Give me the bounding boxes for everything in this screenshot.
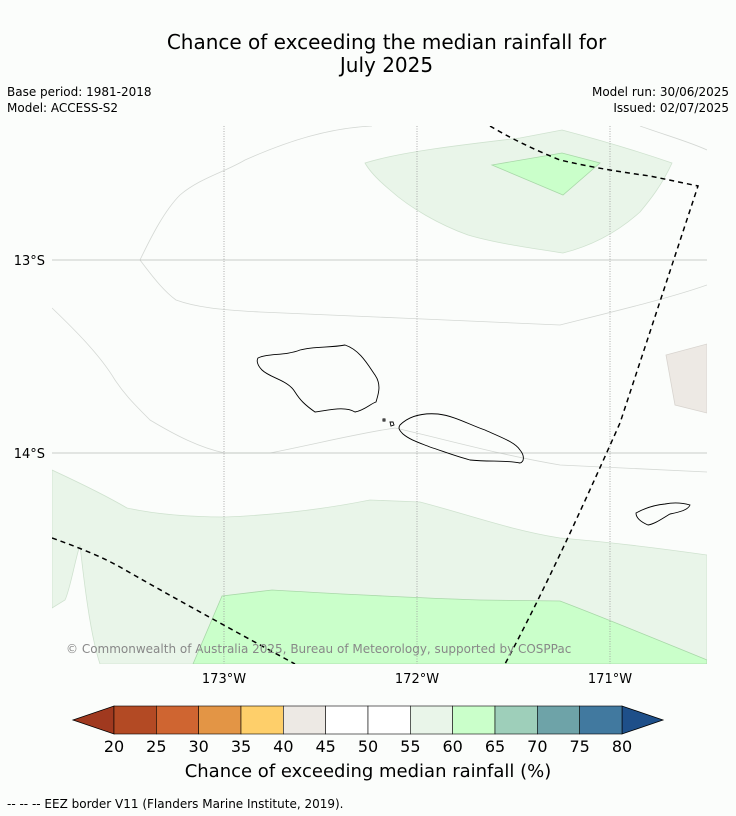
colorbar-bins [113,705,623,735]
colorbar-tick-label: 35 [231,737,251,756]
colorbar-bin [156,705,199,735]
lon-label-172w: 172°W [395,672,439,687]
manono-island [389,421,395,427]
region-60-65-south [192,589,707,664]
issued-date: Issued: 02/07/2025 [613,101,729,115]
colorbar-tick-label: 25 [146,737,166,756]
colorbar-tick-label: 80 [612,737,632,756]
colorbar: 20 25 30 35 40 45 50 55 60 65 70 75 80 [71,705,665,756]
colorbar-bin [113,705,157,735]
colorbar-bin [537,705,580,735]
colorbar-under-arrow [71,705,115,735]
colorbar-bin [198,705,242,735]
colorbar-tick-label: 70 [527,737,547,756]
colorbar-bin [283,705,326,735]
colorbar-tick-label: 45 [315,737,335,756]
apolima-island [382,418,386,422]
savaii-island [256,344,380,413]
colorbar-bin [325,705,369,735]
colorbar-title: Chance of exceeding median rainfall (%) [184,761,552,782]
upolu-island [398,413,524,464]
contour-lines [52,126,707,473]
eez-border [52,126,699,664]
base-period: Base period: 1981-2018 [7,85,152,99]
colorbar-bin [579,705,623,735]
latitude-gridlines [52,259,707,454]
map-title: Chance of exceeding the median rainfall … [0,31,736,77]
colorbar-tick-label: 55 [400,737,420,756]
colorbar-tick-label: 65 [485,737,505,756]
tutuila-island [635,502,691,526]
colorbar-tick-label: 75 [569,737,589,756]
lon-label-171w: 171°W [588,672,632,687]
longitude-gridlines [223,126,611,664]
colorbar-over-arrow [621,705,665,735]
footer-note: -- -- -- EEZ border V11 (Flanders Marine… [7,797,344,811]
model-name: Model: ACCESS-S2 [7,101,119,115]
colorbar-tick-label: 60 [442,737,462,756]
model-run: Model run: 30/06/2025 [591,85,729,99]
region-55-60-north [364,129,673,254]
colorbar-tick-label: 50 [358,737,378,756]
lon-label-173w: 173°W [202,672,246,687]
colorbar-bin [240,705,284,735]
coastlines [256,344,691,526]
lat-label-14s: 14°S [14,447,45,462]
colorbar-tick-label: 40 [273,737,293,756]
title-line-1: Chance of exceeding the median rainfall … [166,30,607,54]
map-area: © Commonwealth of Australia 2025, Bureau… [52,126,707,664]
colorbar-tick-label: 20 [104,737,124,756]
colorbar-bin [410,705,453,735]
lat-label-13s: 13°S [14,254,45,269]
meta-left: Base period: 1981-2018 Model: ACCESS-S2 [7,84,152,116]
region-40-45-east [665,343,707,414]
colorbar-ticks: 20 25 30 35 40 45 50 55 60 65 70 75 80 [104,737,632,756]
meta-right: Model run: 30/06/2025 Issued: 02/07/2025 [592,84,729,116]
colorbar-bin [494,705,538,735]
colorbar-tick-label: 30 [188,737,208,756]
copyright-text: © Commonwealth of Australia 2025, Bureau… [66,642,571,656]
colorbar-bin [452,705,496,735]
colorbar-bin [367,705,411,735]
title-line-2: July 2025 [339,53,434,77]
